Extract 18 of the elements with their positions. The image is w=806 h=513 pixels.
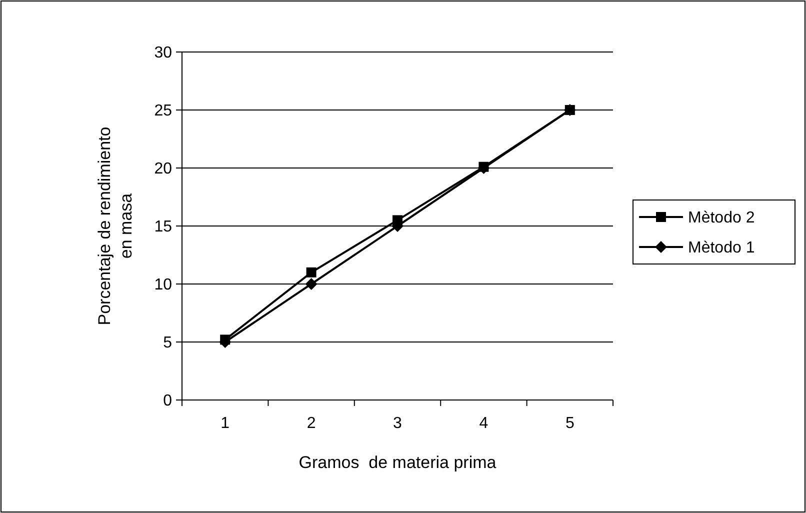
x-axis-title: Gramos de materia prima	[298, 453, 497, 472]
x-tick-label: 1	[220, 415, 230, 432]
y-tick-label: 0	[163, 392, 172, 410]
y-tick-label: 25	[154, 102, 172, 120]
point	[306, 267, 316, 278]
y-tick-label: 5	[163, 334, 172, 352]
legend-label: Mètodo 1	[688, 240, 755, 257]
y-tick-label: 20	[154, 160, 172, 178]
y-tick-label: 10	[154, 276, 172, 294]
x-tick-label: 3	[393, 415, 402, 432]
y-tick-label: 15	[154, 218, 172, 236]
y-axis-title: Porcentaje de rendimiento en masa	[95, 126, 136, 326]
x-tick-label: 5	[565, 415, 574, 432]
point	[305, 278, 318, 290]
legend-label: Mètodo 2	[688, 210, 755, 227]
y-tick-label: 30	[154, 44, 172, 62]
x-tick-label: 2	[306, 415, 316, 432]
x-tick-label: 4	[479, 415, 488, 432]
